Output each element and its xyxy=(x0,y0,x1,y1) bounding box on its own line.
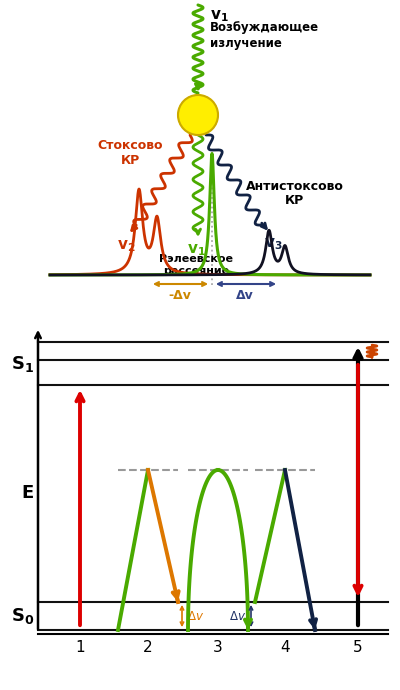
Text: Рэлеевское
рассеяние: Рэлеевское рассеяние xyxy=(159,254,233,275)
Text: $\mathbf{v_2}$: $\mathbf{v_2}$ xyxy=(117,238,135,254)
Text: -Δv: -Δv xyxy=(168,289,192,302)
Text: $\mathbf{v_1}$: $\mathbf{v_1}$ xyxy=(210,8,229,23)
Text: $\mathbf{v_3}$: $\mathbf{v_3}$ xyxy=(264,236,282,252)
Text: $\mathbf{E}$: $\mathbf{E}$ xyxy=(21,484,34,502)
Text: Антистоксово
КР: Антистоксово КР xyxy=(246,179,344,208)
Text: 3: 3 xyxy=(213,640,223,655)
Text: 4: 4 xyxy=(280,640,290,655)
Text: Δv: Δv xyxy=(236,289,253,302)
Circle shape xyxy=(178,95,218,135)
Text: $\mathbf{S_0}$: $\mathbf{S_0}$ xyxy=(11,606,34,626)
Text: $\Delta v$: $\Delta v$ xyxy=(229,609,246,622)
Text: $\Delta v$: $\Delta v$ xyxy=(187,609,204,622)
Text: $\mathbf{v_1}$: $\mathbf{v_1}$ xyxy=(187,242,205,257)
Text: Стоксово
КР: Стоксово КР xyxy=(97,139,163,167)
Text: 2: 2 xyxy=(143,640,153,655)
Text: 1: 1 xyxy=(75,640,85,655)
Text: Возбуждающее
излучение: Возбуждающее излучение xyxy=(210,21,319,50)
Text: 5: 5 xyxy=(353,640,363,655)
Text: $\mathbf{S_1}$: $\mathbf{S_1}$ xyxy=(11,353,34,373)
